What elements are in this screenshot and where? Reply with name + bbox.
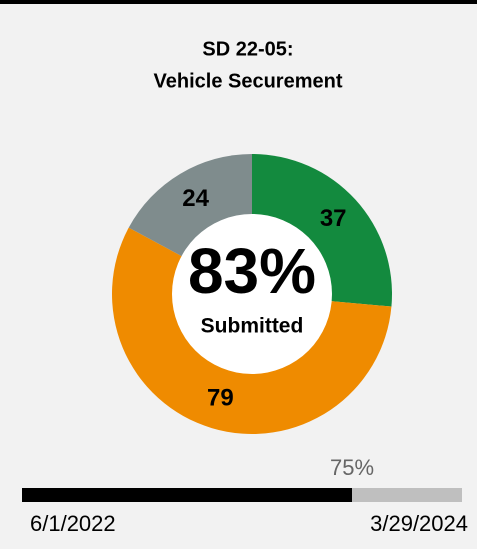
start-date: 6/1/2022 <box>30 511 116 536</box>
progress-label: 75% <box>330 455 374 480</box>
center-label: Submitted <box>201 315 304 338</box>
progress-fill <box>22 488 352 502</box>
data-label: 37 <box>320 205 347 232</box>
chart-title: Vehicle Securement <box>154 70 343 92</box>
progress-bar: 75% <box>22 455 462 502</box>
data-label: 24 <box>182 185 209 212</box>
end-date: 3/29/2024 <box>370 511 468 536</box>
data-labels: 37 79 24 <box>182 185 346 412</box>
chart-title: SD 22-05: <box>202 38 293 60</box>
donut-hole <box>172 214 332 374</box>
data-label: 79 <box>207 385 234 412</box>
top-border <box>0 0 477 4</box>
center-value: 83% <box>188 235 316 307</box>
